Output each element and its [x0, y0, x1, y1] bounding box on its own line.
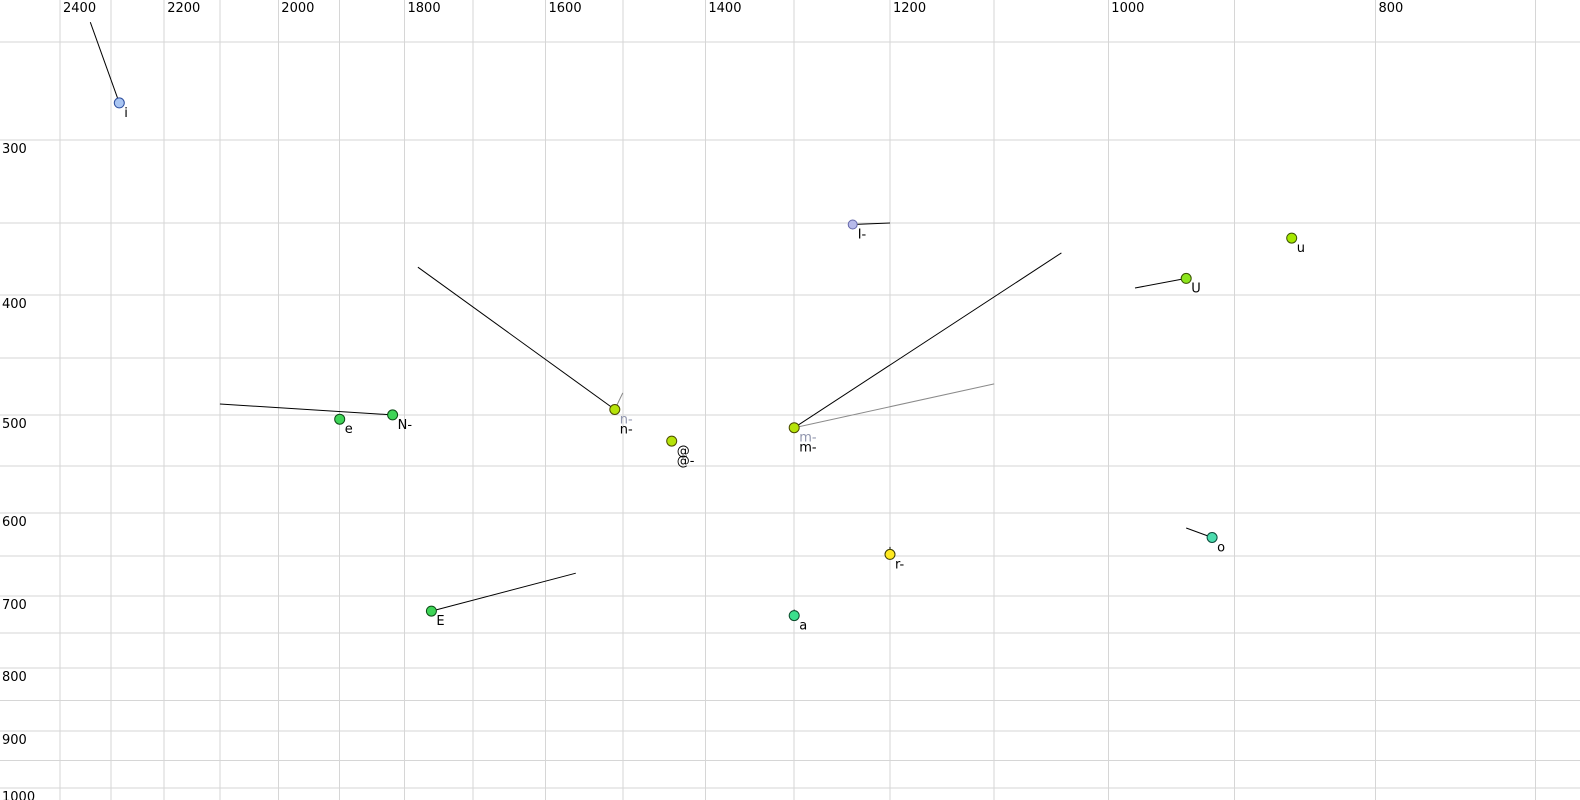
x-axis-tick-label-2200: 2200	[167, 1, 200, 16]
trajectory-line-U-0	[1134, 277, 1187, 289]
vowel-point-r-[interactable]	[884, 548, 896, 560]
vowel-label-N-: N-	[398, 418, 413, 433]
vowel-label-a: a	[799, 619, 807, 634]
x-axis-tick-label-2000: 2000	[281, 1, 314, 16]
vowel-point-u[interactable]	[1286, 232, 1298, 244]
vowel-label-r-: r-	[895, 557, 905, 572]
vowel-point-n-[interactable]	[609, 404, 621, 415]
y-axis-tick-label-300: 300	[2, 142, 27, 157]
vowel-point-E[interactable]	[425, 605, 437, 617]
vowel-point-@[interactable]	[666, 435, 678, 447]
vowel-point-i[interactable]	[113, 97, 125, 109]
vowel-point-m-[interactable]	[788, 422, 800, 434]
vowel-point-a[interactable]	[788, 610, 800, 622]
y-axis-tick-label-400: 400	[2, 297, 27, 312]
vowel-label-I-: I-	[858, 228, 867, 243]
vowel-label-n-: n-	[620, 413, 633, 428]
trajectory-line-N--0	[219, 403, 393, 416]
vowel-label-@: @	[677, 444, 690, 459]
vowel-label-U: U	[1191, 281, 1201, 296]
x-axis-tick-label-2400: 2400	[63, 1, 96, 16]
vowel-label-e: e	[345, 422, 353, 437]
trajectory-line-n--0	[417, 266, 616, 410]
vowel-label-m--1: m-	[799, 441, 817, 456]
x-axis-tick-label-1200: 1200	[893, 1, 926, 16]
y-axis-tick-label-900: 900	[2, 733, 27, 748]
vowel-label-m-: m-	[799, 431, 817, 446]
vowel-label-n--1: n-	[620, 423, 633, 438]
vowel-label-i: i	[124, 106, 128, 121]
vowel-label-E: E	[436, 614, 444, 629]
trajectory-line-i-0	[89, 22, 120, 104]
vowel-point-I-[interactable]	[847, 219, 858, 230]
vowel-point-e[interactable]	[334, 413, 346, 425]
vowel-point-U[interactable]	[1180, 272, 1192, 284]
y-axis-tick-label-800: 800	[2, 670, 27, 685]
vowel-point-N-[interactable]	[387, 409, 399, 421]
trajectory-line-m--1	[794, 383, 995, 429]
vowel-point-o[interactable]	[1206, 532, 1218, 543]
trajectory-line-E-0	[431, 572, 576, 612]
x-axis-tick-label-1600: 1600	[549, 1, 582, 16]
vowel-label-u: u	[1297, 241, 1305, 256]
vowel-label-o: o	[1217, 541, 1225, 556]
x-axis-tick-label-800: 800	[1379, 1, 1404, 16]
y-axis-tick-label-700: 700	[2, 598, 27, 613]
trajectory-line-m--0	[793, 252, 1062, 429]
vowel-label-@-1: @-	[677, 454, 695, 469]
x-axis-tick-label-1400: 1400	[708, 1, 741, 16]
y-axis-tick-label-500: 500	[2, 417, 27, 432]
trajectory-line-I--0	[852, 222, 891, 225]
y-axis-tick-label-600: 600	[2, 515, 27, 530]
y-axis-tick-label-1000: 1000	[2, 790, 35, 800]
x-axis-tick-label-1800: 1800	[408, 1, 441, 16]
x-axis-tick-label-1000: 1000	[1111, 1, 1144, 16]
